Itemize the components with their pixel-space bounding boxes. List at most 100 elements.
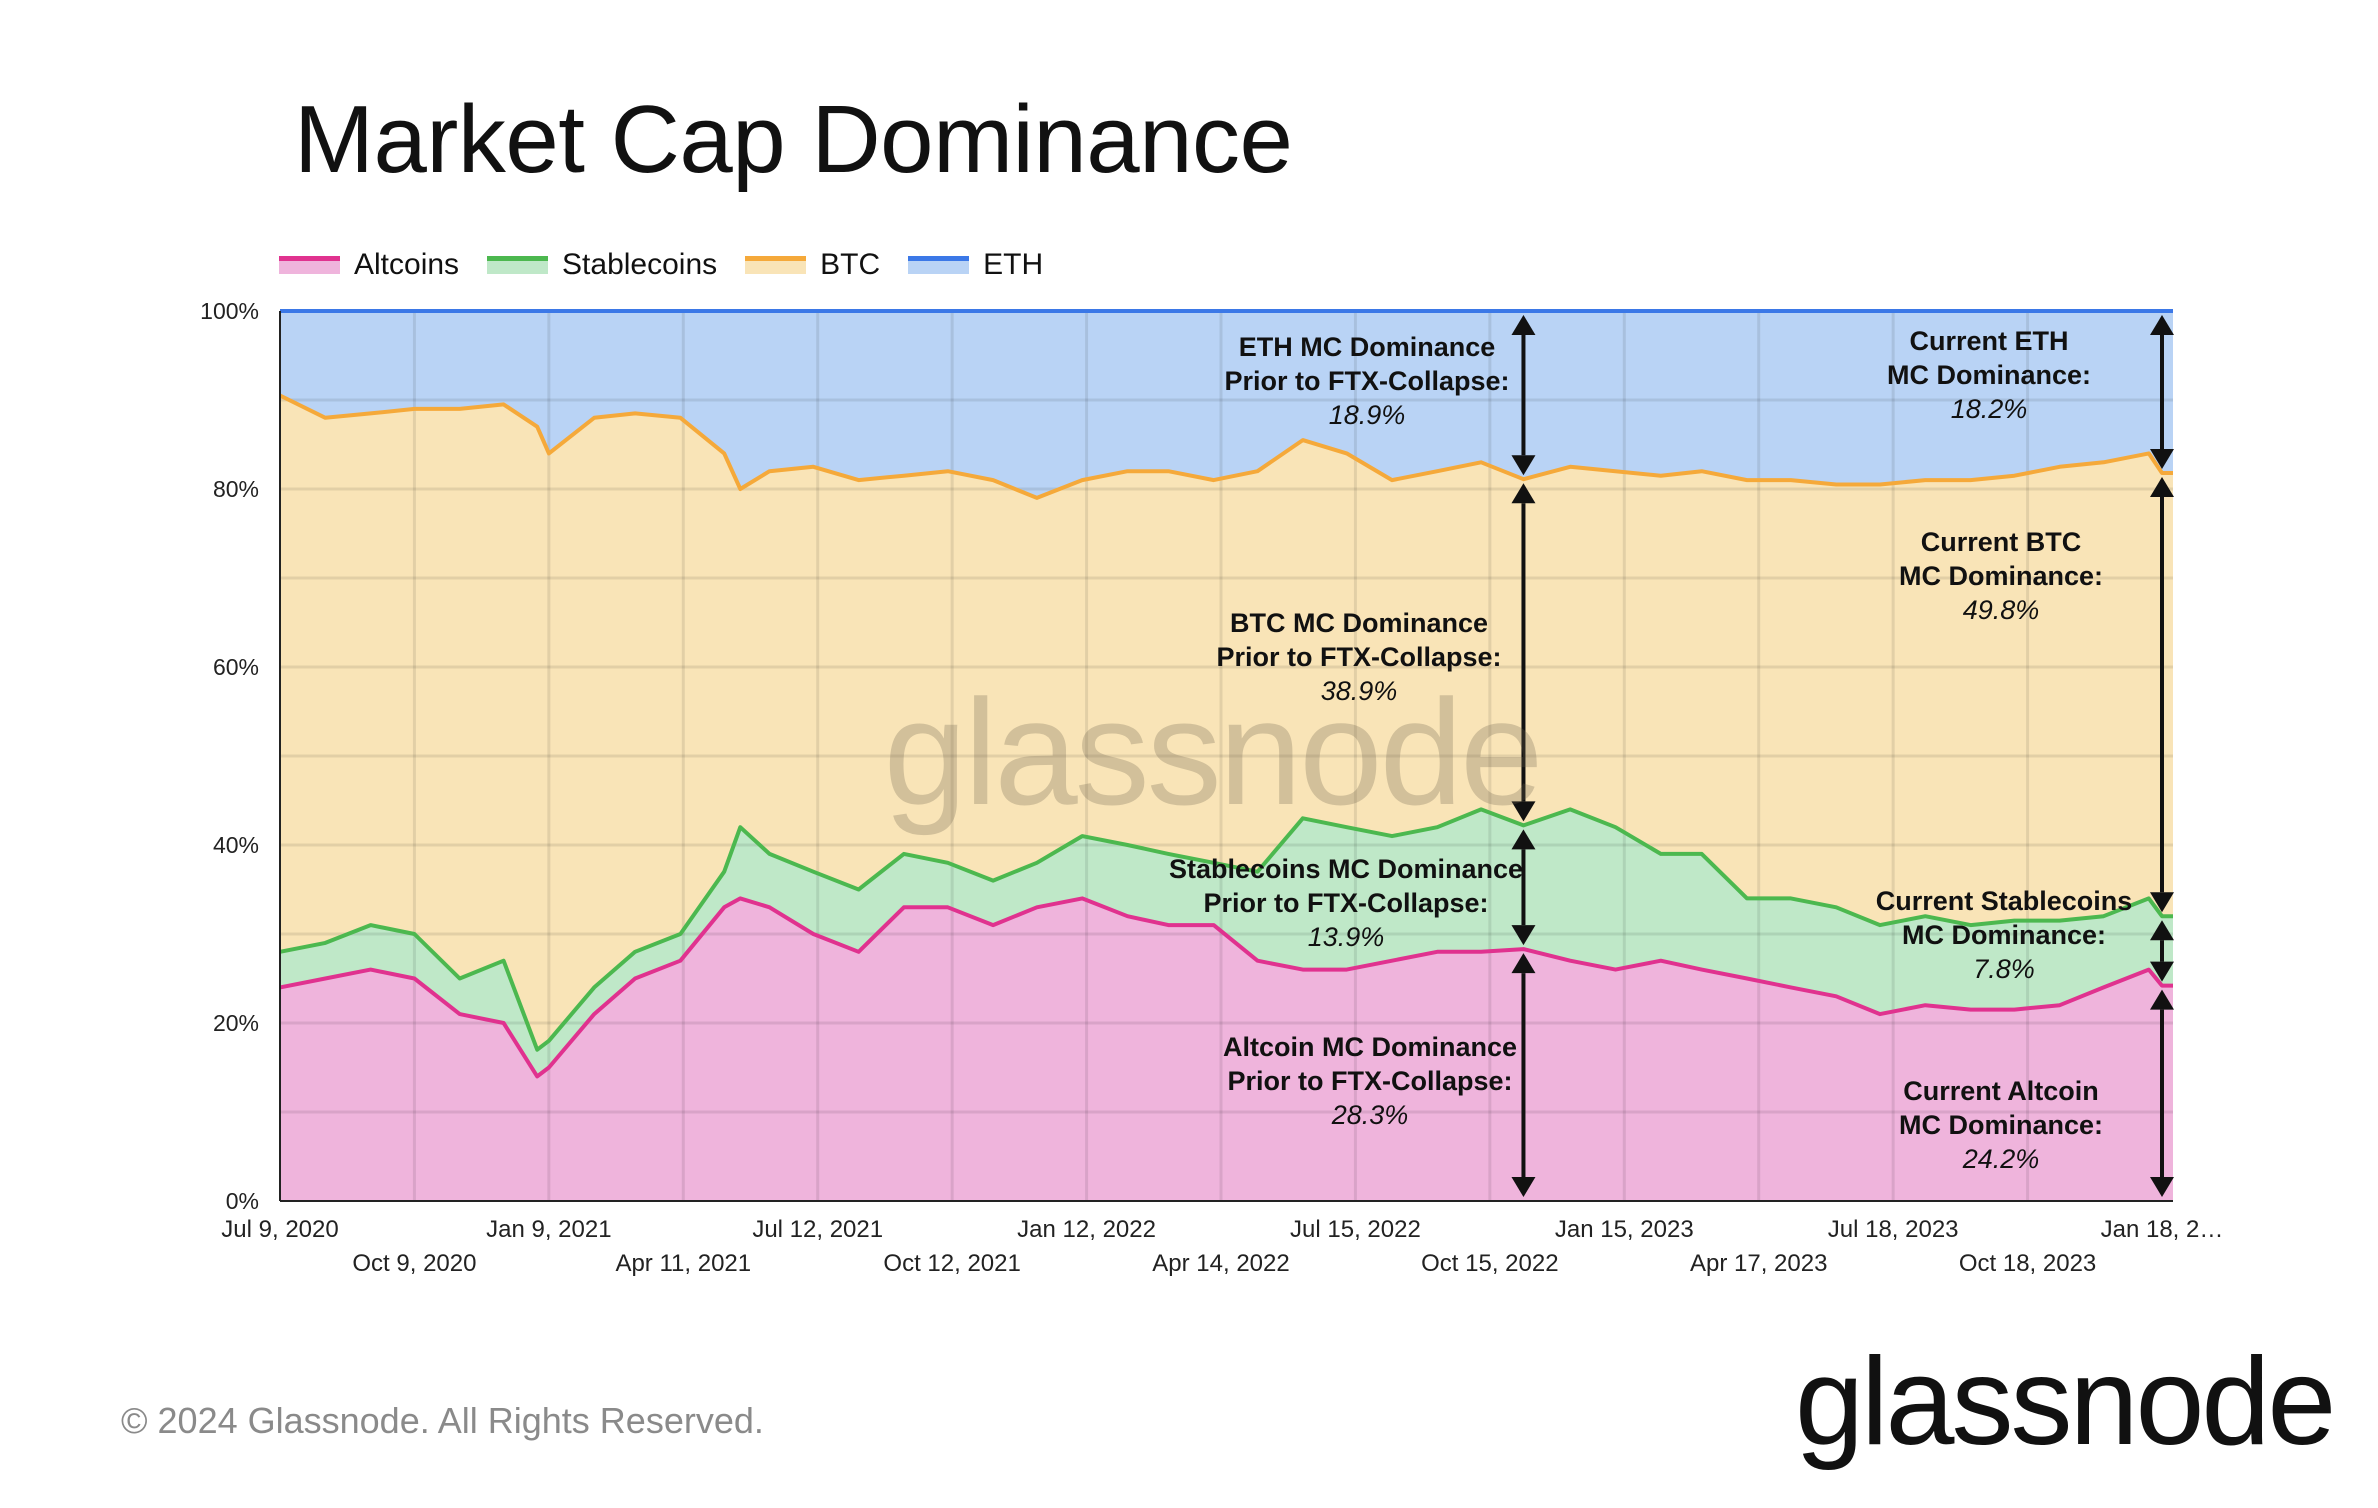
annotation-arrow — [1511, 953, 1536, 1197]
arrow-head-up — [1511, 483, 1536, 504]
arrow-head-down — [1511, 1177, 1536, 1197]
annotation-value: 24.2% — [1962, 1144, 2040, 1174]
arrow-head-up — [1511, 953, 1536, 974]
arrow-head-down — [1511, 925, 1536, 946]
legend-swatch-btc — [745, 256, 807, 274]
x-tick-label: Jul 15, 2022 — [1290, 1216, 1421, 1243]
annotation-line: Altcoin MC Dominance — [1222, 1032, 1518, 1062]
annotation-btc-current: Current BTC MC Dominance: 49.8% — [1721, 525, 2281, 627]
annotation-value: 7.8% — [1973, 954, 2035, 984]
area-eth — [280, 311, 2162, 498]
x-tick-label: Jan 18, 2… — [2101, 1216, 2224, 1243]
arrow-head-down — [2150, 448, 2174, 469]
arrow-head-down — [2150, 892, 2174, 913]
arrow-head-down — [1511, 455, 1536, 476]
annotation-eth-current: Current ETH MC Dominance: 18.2% — [1709, 324, 2269, 426]
arrow-head-down — [2150, 961, 2174, 982]
legend-item-altcoins[interactable]: Altcoins — [279, 248, 459, 282]
series-line-stablecoins — [279, 807, 2173, 1052]
area-stablecoins — [280, 809, 2162, 1077]
legend-swatch-eth — [908, 256, 970, 274]
x-tick-label: Jan 15, 2023 — [1555, 1216, 1694, 1243]
legend-label: Stablecoins — [562, 248, 718, 281]
annotation-value: 13.9% — [1307, 922, 1385, 952]
annotation-value: 18.2% — [1950, 394, 2028, 424]
legend-swatch-altcoins — [279, 256, 340, 274]
legend-item-eth[interactable]: ETH — [908, 248, 1043, 282]
annotation-line: MC Dominance: — [1898, 1110, 2104, 1140]
annotation-stablecoins-current: Current Stablecoins MC Dominance: 7.8% — [1724, 884, 2284, 986]
series-line-btc — [279, 393, 2173, 500]
annotation-altcoin-current: Current Altcoin MC Dominance: 24.2% — [1721, 1074, 2281, 1176]
annotation-eth-prior: ETH MC Dominance Prior to FTX-Collapse: … — [1087, 330, 1647, 432]
x-tick-label: Jul 18, 2023 — [1828, 1216, 1959, 1243]
legend-item-stablecoins[interactable]: Stablecoins — [487, 248, 717, 282]
y-tick-label: 20% — [213, 1010, 259, 1036]
copyright-text: © 2024 Glassnode. All Rights Reserved. — [121, 1400, 764, 1441]
area-btc — [280, 395, 2162, 1050]
annotation-line: MC Dominance: — [1898, 561, 2104, 591]
legend: Altcoins Stablecoins BTC ETH — [279, 248, 1071, 282]
x-tick-label: Apr 14, 2022 — [1152, 1250, 1289, 1277]
x-tick-label: Oct 12, 2021 — [883, 1250, 1020, 1277]
legend-label: BTC — [820, 248, 881, 281]
annotation-line: Current BTC — [1920, 527, 2082, 557]
area-extension — [2162, 472, 2173, 917]
chart-title: Market Cap Dominance — [294, 86, 1293, 193]
x-tick-label: Jan 12, 2022 — [1017, 1216, 1156, 1243]
annotation-value: 18.9% — [1328, 400, 1406, 430]
y-tick-label: 0% — [226, 1188, 259, 1214]
x-tick-label: Oct 18, 2023 — [1959, 1250, 2096, 1277]
annotation-altcoin-prior: Altcoin MC Dominance Prior to FTX-Collap… — [1090, 1030, 1650, 1132]
legend-label: ETH — [983, 248, 1044, 281]
annotation-value: 38.9% — [1320, 676, 1398, 706]
legend-item-btc[interactable]: BTC — [745, 248, 880, 282]
annotation-value: 49.8% — [1962, 595, 2040, 625]
arrow-head-up — [1511, 315, 1536, 335]
annotation-arrow — [1511, 829, 1536, 946]
watermark: glassnode — [883, 668, 1544, 836]
annotation-line: ETH MC Dominance — [1238, 332, 1496, 362]
arrow-head-down — [2150, 1177, 2174, 1197]
x-tick-label: Jul 9, 2020 — [221, 1216, 338, 1243]
annotation-arrow — [2150, 476, 2174, 913]
x-tick-label: Oct 9, 2020 — [352, 1250, 476, 1277]
arrow-head-up — [2150, 476, 2174, 497]
annotation-btc-prior: BTC MC Dominance Prior to FTX-Collapse: … — [1079, 606, 1639, 708]
annotation-line: Prior to FTX-Collapse: — [1216, 642, 1502, 672]
area-extension — [2162, 311, 2173, 473]
annotation-line: Current Stablecoins — [1875, 886, 2133, 916]
annotation-arrow — [2150, 315, 2174, 469]
annotation-line: Current ETH — [1909, 326, 2069, 356]
y-tick-label: 40% — [213, 832, 259, 858]
x-tick-label: Oct 15, 2022 — [1421, 1250, 1558, 1277]
annotation-arrow — [2150, 989, 2174, 1197]
annotation-line: MC Dominance: — [1886, 360, 2092, 390]
arrow-head-up — [2150, 989, 2174, 1010]
arrow-head-up — [2150, 920, 2174, 941]
annotation-line: BTC MC Dominance — [1229, 608, 1489, 638]
x-tick-label: Apr 17, 2023 — [1690, 1250, 1827, 1277]
annotation-stablecoins-prior: Stablecoins MC Dominance Prior to FTX-Co… — [1066, 852, 1626, 954]
y-tick-label: 100% — [200, 298, 259, 324]
annotation-line: MC Dominance: — [1901, 920, 2107, 950]
annotation-line: Prior to FTX-Collapse: — [1203, 888, 1489, 918]
y-tick-label: 80% — [213, 476, 259, 502]
annotation-value: 28.3% — [1331, 1100, 1409, 1130]
arrow-head-up — [1511, 829, 1536, 850]
legend-swatch-stablecoins — [487, 256, 549, 274]
annotation-line: Prior to FTX-Collapse: — [1227, 1066, 1513, 1096]
annotation-arrow — [1511, 315, 1536, 476]
annotation-line: Prior to FTX-Collapse: — [1224, 366, 1510, 396]
series-line-altcoins — [279, 896, 2173, 1079]
annotation-line: Stablecoins MC Dominance — [1168, 854, 1524, 884]
annotation-line: Current Altcoin — [1903, 1076, 2099, 1106]
arrow-head-down — [1511, 801, 1536, 822]
x-tick-label: Jul 12, 2021 — [752, 1216, 883, 1243]
glassnode-logo[interactable]: glassnode — [1795, 1333, 2336, 1471]
arrow-head-up — [2150, 315, 2174, 335]
legend-label: Altcoins — [354, 248, 460, 281]
annotation-arrow — [1511, 483, 1536, 822]
y-tick-label: 60% — [213, 654, 259, 680]
